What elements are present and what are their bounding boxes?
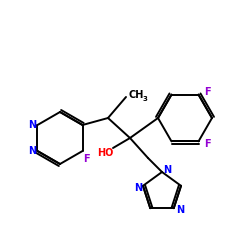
Text: 3: 3 [142, 96, 148, 102]
Text: N: N [28, 120, 36, 130]
Text: N: N [28, 146, 36, 156]
Text: F: F [204, 86, 211, 97]
Text: CH: CH [128, 90, 144, 100]
Text: N: N [176, 205, 184, 215]
Text: N: N [163, 165, 171, 175]
Text: F: F [83, 154, 90, 164]
Text: HO: HO [97, 148, 113, 158]
Text: N: N [134, 183, 142, 193]
Text: F: F [204, 140, 211, 149]
